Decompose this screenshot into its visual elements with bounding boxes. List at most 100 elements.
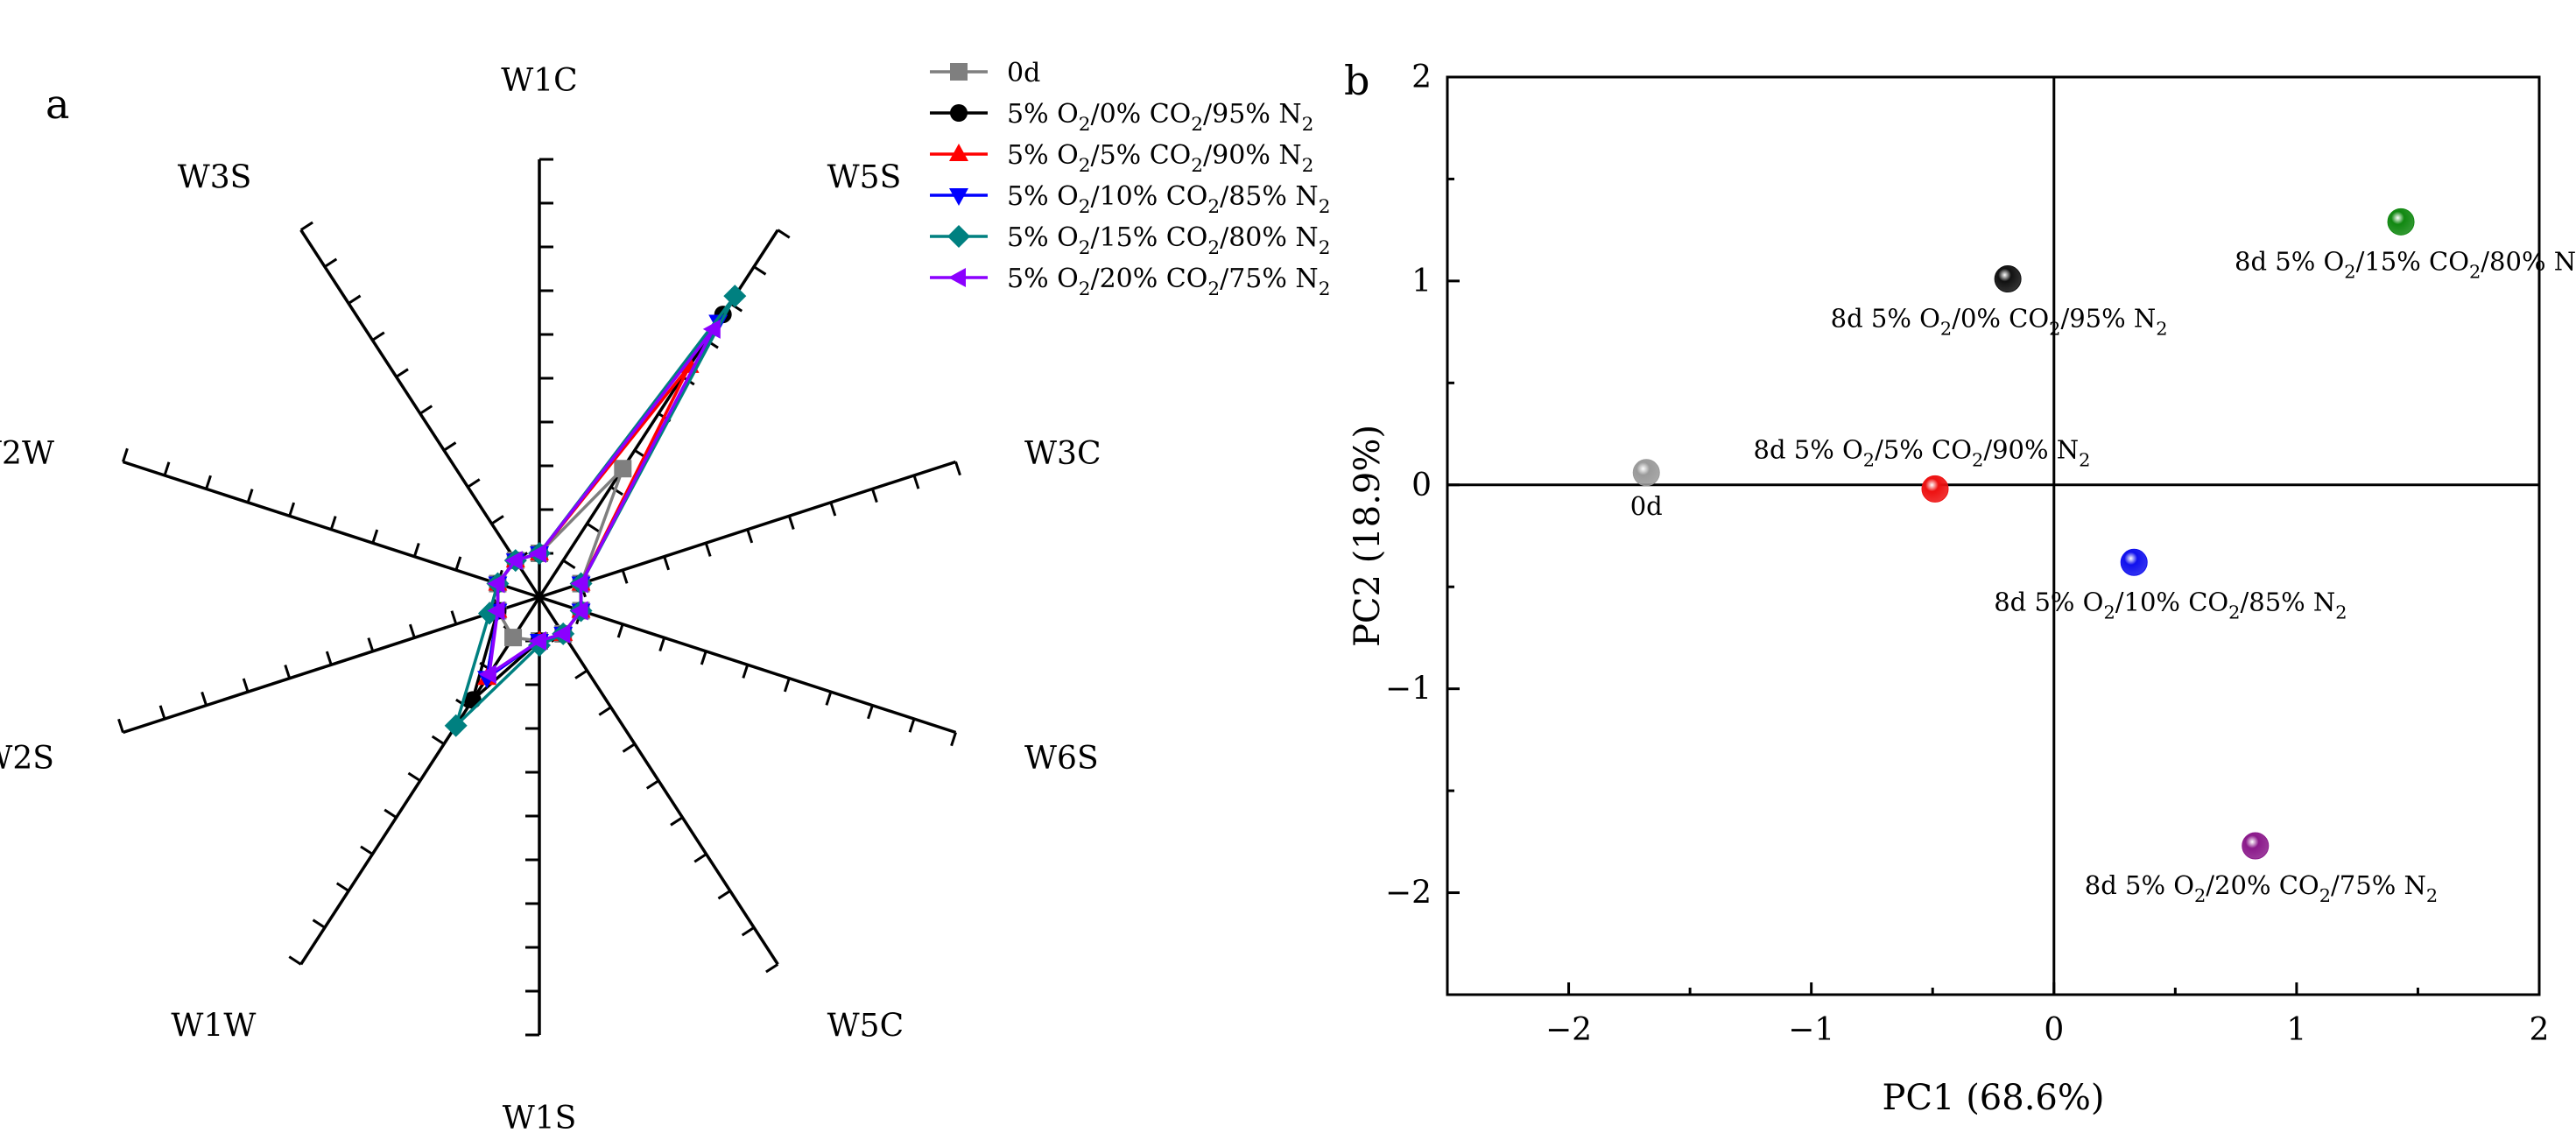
radar-point-5-o2-20-co2-75-n2-w1c [529, 544, 546, 563]
pca-point-8d-5-o2-15-co2-80-n2 [2387, 208, 2415, 236]
radar-axis-tick [367, 637, 375, 652]
radar-axis-tick [741, 926, 755, 937]
radar-point-5-o2-20-co2-75-n2-w2s [487, 601, 505, 621]
radar-axis-tick [621, 569, 629, 584]
radar-axis-tick [122, 447, 129, 462]
x-tick-label: 0 [2044, 1012, 2064, 1048]
radar-axis-tick [562, 559, 576, 570]
pca-point-group-8d-5-o2-10-co2-85-n2: 8d 5% O2/10% CO2/85% N2 [1994, 548, 2347, 623]
pca-point-group-8d-5-o2-0-co2-95-n2: 8d 5% O2/0% CO2/95% N2 [1831, 265, 2168, 340]
legend-swatch-marker [947, 225, 970, 248]
radar-axis-tick [408, 623, 416, 638]
radar-axis-tick [586, 522, 600, 533]
pca-point-label: 8d 5% O2/0% CO2/95% N2 [1831, 304, 2168, 340]
radar-axis-tick [395, 368, 409, 378]
pca-point-label: 8d 5% O2/15% CO2/80% N2 [2235, 246, 2576, 282]
x-tick-label: −1 [1788, 1012, 1834, 1048]
radar-axis-label-w5c: W5C [827, 1008, 904, 1044]
radar-point-5-o2-20-co2-75-n2-w5s [702, 319, 721, 339]
radar-axis-tick [825, 691, 833, 706]
radar-axis-w5c [538, 596, 779, 966]
radar-axis-tick [288, 955, 302, 966]
radar-legend: 0d 5% O2/0% CO2/95% N2 5% O2/5% CO2/90% N2… [930, 58, 1330, 300]
radar-axis-tick [163, 461, 171, 476]
pca-plot-frame [1446, 75, 2541, 996]
radar-axis-tick [693, 853, 707, 863]
radar-axis-tick [329, 516, 337, 531]
pca-point-0d [1632, 459, 1660, 487]
radar-axis-tick [490, 515, 504, 525]
radar-axis-tick [729, 302, 743, 313]
radar-axis-tick [324, 257, 338, 268]
radar-axis-tick [371, 331, 385, 341]
radar-axis-label-w5s: W5S [827, 160, 902, 196]
legend-label: 5% O2/5% CO2/90% N2 [1007, 140, 1313, 177]
legend-item-0d: 0d [930, 58, 1040, 88]
y-tick-label: −1 [1385, 672, 1432, 707]
radar-axis-tick [348, 294, 362, 305]
radar-axis-tick [454, 556, 462, 571]
pca-point-label: 8d 5% O2/5% CO2/90% N2 [1754, 434, 2091, 470]
pca-point-label: 8d 5% O2/10% CO2/85% N2 [1994, 587, 2347, 623]
y-tick-label: 0 [1411, 468, 1432, 503]
radar-axis-tick [658, 637, 666, 652]
radar-axis-label-w1w: W1W [171, 1008, 256, 1044]
radar-point-5-o2-20-co2-75-n2-w3s [504, 551, 523, 571]
legend-swatch-marker [950, 63, 968, 81]
radar-axis-tick [407, 771, 421, 782]
radar-point-5-o2-20-co2-75-n2-w1w [478, 665, 496, 685]
radar-axis-tick [950, 732, 957, 747]
legend-label: 5% O2/15% CO2/80% N2 [1007, 222, 1330, 259]
radar-point-5-o2-20-co2-75-n2-w1s [529, 631, 546, 651]
legend-item-s5: 5% O2/20% CO2/75% N2 [930, 264, 1330, 300]
radar-axis-tick [450, 610, 458, 625]
radar-axis-tick [335, 882, 349, 892]
radar-axis-label-w1s: W1S [503, 1101, 577, 1136]
pca-point-group-0d: 0d [1630, 459, 1663, 521]
pca-point-8d-5-o2-20-co2-75-n2 [2242, 832, 2270, 860]
radar-axis-tick [622, 742, 636, 753]
radar-axis-tick [419, 405, 433, 415]
radar-series [444, 285, 747, 737]
legend-swatch-marker [949, 188, 968, 206]
legend-item-s2: 5% O2/5% CO2/90% N2 [930, 140, 1313, 177]
radar-axis-tick [787, 515, 795, 530]
radar-axis-tick [746, 529, 754, 544]
radar-point-5-o2-15-co2-80-n2-w1w [444, 714, 468, 737]
radar-axis-tick [371, 529, 379, 544]
legend-swatch-marker [949, 144, 968, 161]
pca-points: 0d 8d 5% O2/0% CO2/95% N2 8d 5% O2/5% CO2/… [1630, 208, 2576, 906]
radar-axis-tick [299, 221, 313, 231]
radar-axis-tick [765, 963, 779, 974]
radar-axis-tick [467, 478, 481, 489]
radar-axis-tick [117, 718, 124, 733]
radar-axis-label-w6s: W6S [1024, 741, 1099, 777]
pca-point-8d-5-o2-10-co2-85-n2 [2120, 548, 2148, 576]
radar-axis-tick [663, 556, 671, 571]
radar-axis-tick [288, 502, 296, 517]
radar-axis-tick [908, 718, 916, 733]
radar-axis-tick [246, 489, 254, 503]
radar-axis-tick [777, 229, 791, 239]
radar-point-5-o2-20-co2-75-n2-w2w [487, 574, 505, 594]
legend-swatch-marker [950, 104, 968, 122]
y-tick-label: 2 [1411, 60, 1432, 95]
radar-axis-tick [158, 705, 166, 720]
x-axis-title: PC1 (68.6%) [1883, 1078, 2105, 1118]
pca-point-label: 0d [1630, 491, 1663, 521]
radar-axis-tick [670, 816, 684, 827]
radar-axis-tick [867, 705, 874, 720]
radar-point-5-o2-20-co2-75-n2-w6s [570, 601, 588, 621]
radar-axis-tick [829, 502, 837, 517]
radar-chart-panel: a W1C W5S W3C W6S W5C W1S W1W W2S W2W W3S 0d 5% O2… [0, 58, 1330, 1136]
panel-a-letter: a [46, 81, 69, 128]
x-tick-label: 2 [2530, 1012, 2550, 1048]
legend-label: 0d [1007, 58, 1040, 88]
radar-axis-label-w2s: W2S [0, 741, 54, 777]
radar-axis-tick [912, 475, 920, 489]
radar-axis-tick [700, 651, 707, 665]
radar-axis-tick [717, 890, 731, 900]
legend-label: 5% O2/20% CO2/75% N2 [1007, 264, 1330, 300]
radar-point-0d-w1w [504, 629, 523, 647]
